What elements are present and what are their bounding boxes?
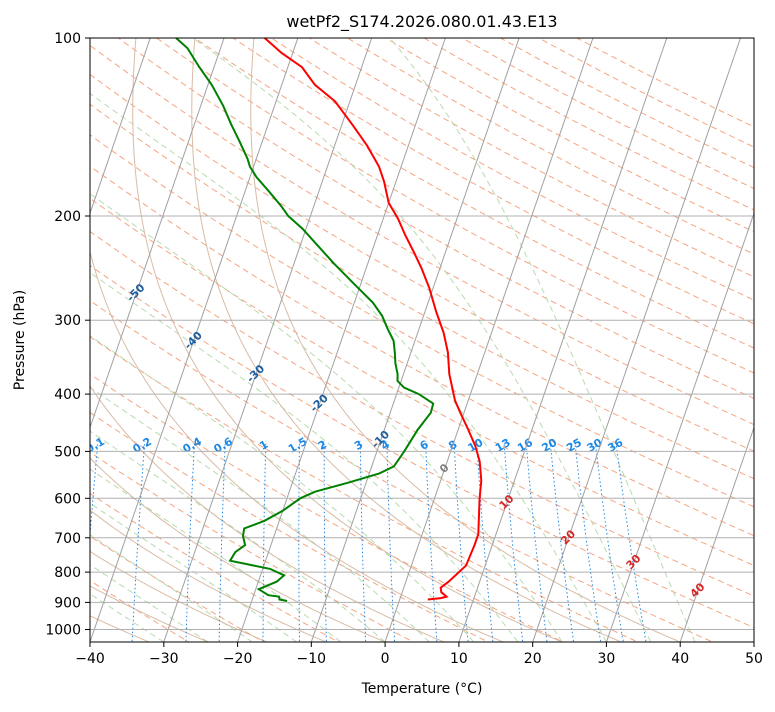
x-tick-label: 20	[524, 651, 542, 667]
y-tick-label: 500	[54, 444, 81, 460]
x-tick-label: −40	[75, 651, 105, 667]
y-tick-label: 800	[54, 565, 81, 581]
y-axis-label: Pressure (hPa)	[12, 290, 28, 390]
y-tick-label: 600	[54, 491, 81, 507]
x-tick-label: −20	[223, 651, 253, 667]
x-tick-label: −10	[297, 651, 327, 667]
y-tick-label: 300	[54, 313, 81, 329]
x-tick-label: 10	[450, 651, 468, 667]
x-tick-label: 40	[671, 651, 689, 667]
x-axis-label: Temperature (°C)	[361, 681, 483, 697]
y-tick-label: 900	[54, 595, 81, 611]
y-tick-label: 700	[54, 531, 81, 547]
y-tick-label: 1000	[45, 623, 81, 639]
y-tick-label: 400	[54, 387, 81, 403]
x-tick-label: 30	[597, 651, 615, 667]
y-tick-label: 200	[54, 209, 81, 225]
chart-title: wetPf2_S174.2026.080.01.43.E13	[286, 12, 557, 32]
x-tick-label: 50	[745, 651, 763, 667]
y-tick-label: 100	[54, 31, 81, 47]
x-tick-label: −30	[149, 651, 179, 667]
x-tick-label: 0	[381, 651, 390, 667]
